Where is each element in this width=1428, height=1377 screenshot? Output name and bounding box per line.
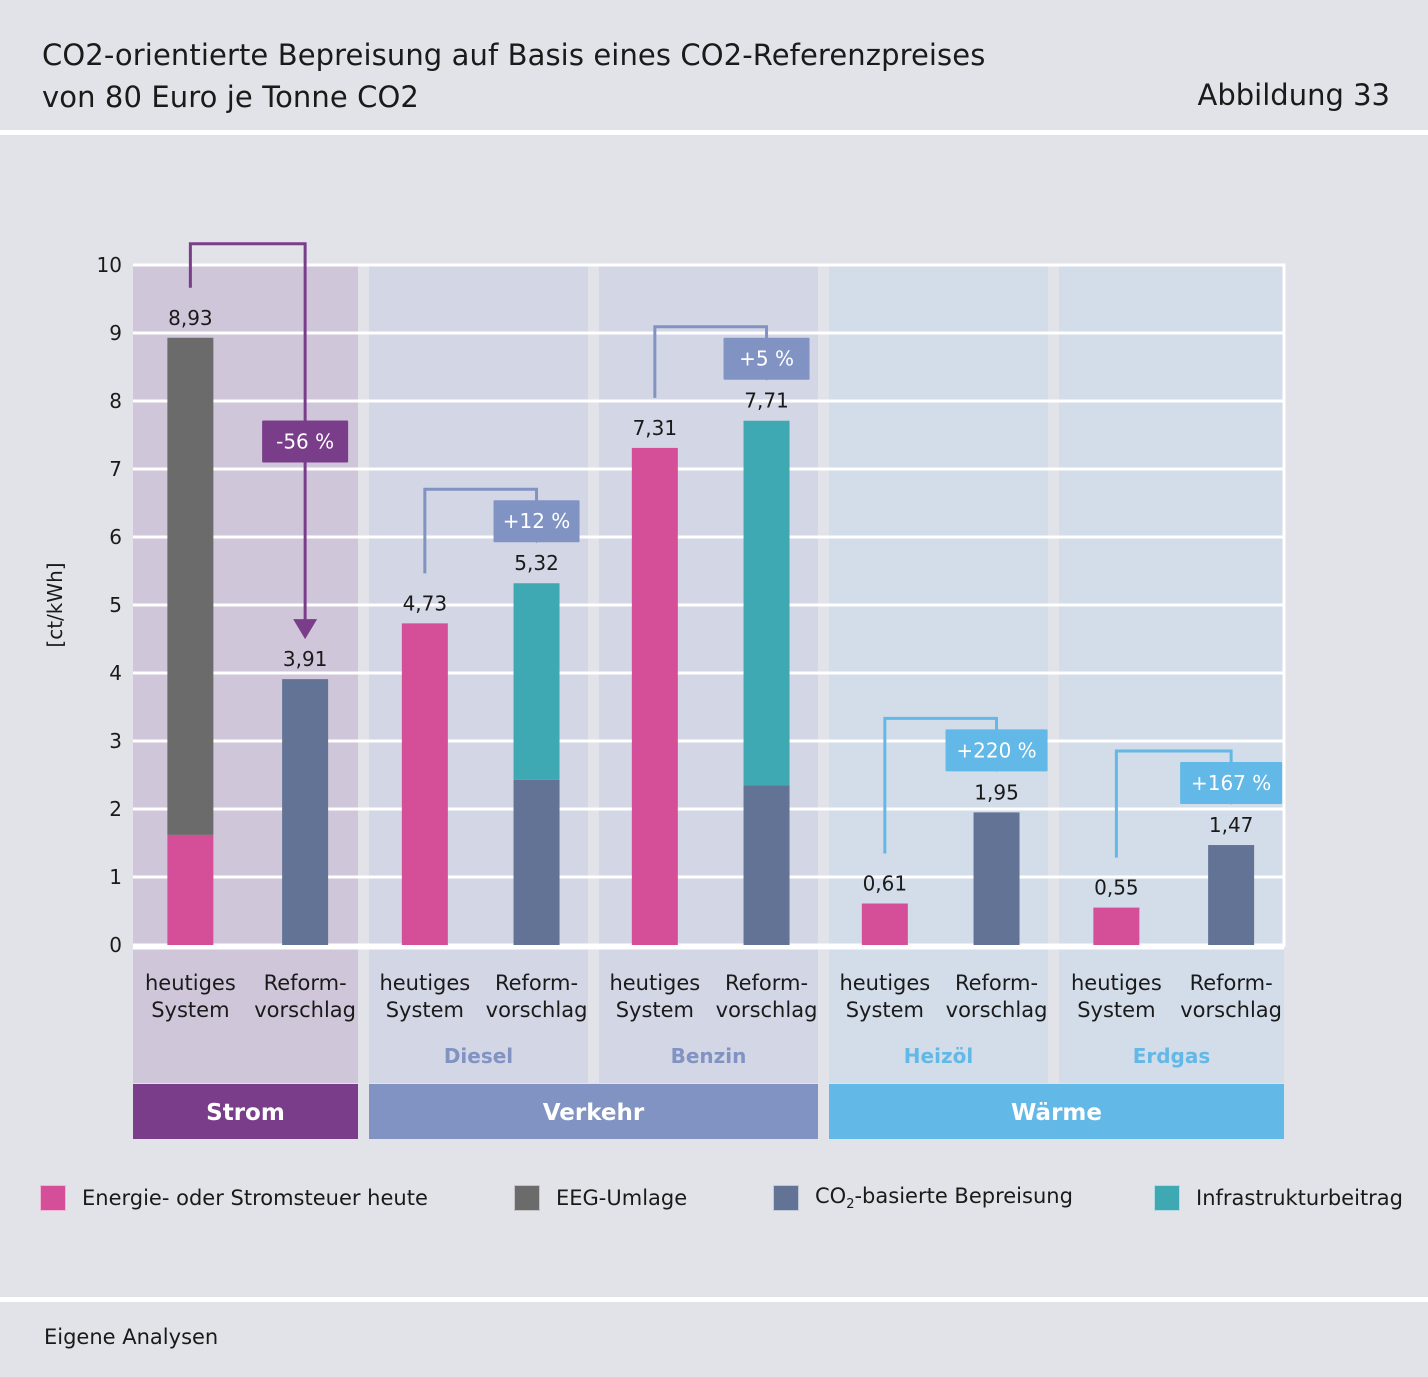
change-badge-strom — [262, 420, 349, 463]
change-badge-label-strom: -56 % — [276, 429, 334, 453]
bar-benzin-heute-energiesteuer — [631, 447, 678, 945]
change-badge-heizöl — [945, 729, 1048, 772]
bar-benzin-reform-co2 — [743, 785, 790, 945]
bar-value-label-erdgas-reform: 1,47 — [1209, 813, 1254, 837]
y-tick-label-7: 7 — [109, 457, 122, 481]
bar-erdgas-heute-energiesteuer — [1093, 907, 1140, 945]
chart-title-line-1: CO2-orientierte Bepreisung auf Basis ein… — [42, 38, 986, 72]
y-tick-label-0: 0 — [109, 933, 122, 957]
change-badge-label-erdgas: +167 % — [1191, 771, 1271, 795]
bar-strom-heute-energiesteuer — [167, 834, 214, 945]
bar-category-label-erdgas-reform-line2: vorschlag — [1180, 998, 1282, 1022]
legend-label-co2-prefix: CO — [815, 1183, 847, 1208]
legend-item-infrastruktur: Infrastrukturbeitrag — [1154, 1184, 1403, 1212]
bar-strom-heute-eeg — [167, 337, 214, 835]
bar-category-label-strom-reform-line1: Reform- — [264, 971, 347, 995]
bar-value-label-benzin-reform: 7,71 — [744, 389, 789, 413]
bar-category-label-erdgas-heute-line1: heutiges — [1071, 971, 1162, 995]
bar-value-label-strom-reform: 3,91 — [283, 647, 328, 671]
legend-label-infrastruktur: Infrastrukturbeitrag — [1196, 1186, 1404, 1210]
bar-category-label-strom-heute-line1: heutiges — [145, 971, 236, 995]
group-label-heizöl: Heizöl — [904, 1044, 973, 1068]
bar-erdgas-reform-co2 — [1208, 845, 1255, 945]
sector-bar-strom — [133, 1084, 358, 1139]
legend-swatch-infrastruktur — [1154, 1185, 1180, 1211]
legend-swatch-energiesteuer — [40, 1185, 66, 1211]
legend-item-co2: CO2-basierte Bepreisung — [773, 1184, 1073, 1212]
bar-value-label-heizöl-reform: 1,95 — [974, 780, 1019, 804]
y-tick-label-8: 8 — [109, 389, 122, 413]
chart-title-line-2: von 80 Euro je Tonne CO2 — [42, 80, 419, 114]
bar-category-label-diesel-reform-line1: Reform- — [495, 971, 578, 995]
bar-category-label-benzin-heute-line1: heutiges — [609, 971, 700, 995]
header-divider — [0, 130, 1428, 135]
bar-category-label-benzin-reform-line1: Reform- — [725, 971, 808, 995]
change-badge-label-benzin: +5 % — [739, 347, 794, 371]
legend-label-co2: CO2-basierte Bepreisung — [815, 1184, 1073, 1212]
bar-benzin-reform-infrastruktur — [743, 420, 790, 786]
y-axis-label: [ct/kWh] — [43, 562, 67, 647]
sector-bar-wärme — [829, 1084, 1284, 1139]
footer-divider — [0, 1297, 1428, 1302]
y-tick-label-3: 3 — [109, 729, 122, 753]
legend-item-eeg: EEG-Umlage — [514, 1184, 687, 1212]
bar-category-label-benzin-heute-line2: System — [616, 998, 694, 1022]
bar-category-label-diesel-heute-line2: System — [386, 998, 464, 1022]
source-note: Eigene Analysen — [44, 1325, 219, 1349]
bar-category-label-diesel-reform-line2: vorschlag — [486, 998, 588, 1022]
bar-heizöl-heute-energiesteuer — [861, 903, 908, 945]
bar-category-label-heizöl-heute-line1: heutiges — [839, 971, 930, 995]
legend-label-energiesteuer: Energie- oder Stromsteuer heute — [82, 1186, 428, 1210]
change-badge-erdgas — [1180, 762, 1283, 805]
bar-chart: 0 1 2 3 4 5 6 7 8 9 10 [ct/kWh] 8,93 heutiges System 3,… — [43, 242, 1286, 1139]
change-badge-label-diesel: +12 % — [503, 509, 571, 533]
bar-strom-reform-co2 — [282, 679, 329, 945]
bar-category-label-heizöl-reform-line1: Reform- — [955, 971, 1038, 995]
bar-category-label-diesel-heute-line1: heutiges — [379, 971, 470, 995]
y-tick-label-4: 4 — [109, 661, 122, 685]
y-tick-label-5: 5 — [109, 593, 122, 617]
change-arrowhead-strom — [293, 619, 318, 640]
y-tick-label-2: 2 — [109, 797, 122, 821]
sector-bar-verkehr — [369, 1084, 818, 1139]
bar-value-label-diesel-reform: 5,32 — [514, 551, 559, 575]
group-label-erdgas: Erdgas — [1133, 1044, 1211, 1068]
bar-category-label-strom-reform-line2: vorschlag — [254, 998, 356, 1022]
sector-label-verkehr: Verkehr — [543, 1100, 645, 1126]
change-badge-diesel — [493, 500, 580, 543]
bar-heizöl-reform-co2 — [973, 812, 1020, 945]
legend-swatch-co2 — [773, 1185, 799, 1211]
bar-value-label-erdgas-heute: 0,55 — [1094, 876, 1139, 900]
legend-swatch-eeg — [514, 1185, 540, 1211]
bar-category-label-heizöl-reform-line2: vorschlag — [946, 998, 1048, 1022]
bar-value-label-benzin-heute: 7,31 — [633, 416, 678, 440]
sector-label-strom: Strom — [206, 1100, 285, 1126]
change-badge-label-heizöl: +220 % — [956, 738, 1036, 762]
legend-label-co2-suffix: -basierte Bepreisung — [854, 1183, 1073, 1208]
bar-value-label-strom-heute: 8,93 — [168, 306, 213, 330]
bar-category-label-erdgas-reform-line1: Reform- — [1190, 971, 1273, 995]
bar-diesel-reform-infrastruktur — [513, 583, 560, 780]
bar-diesel-reform-co2 — [513, 779, 560, 945]
bar-category-label-heizöl-heute-line2: System — [846, 998, 924, 1022]
y-tick-label-1: 1 — [109, 865, 122, 889]
bar-value-label-heizöl-heute: 0,61 — [863, 872, 908, 896]
change-badge-benzin — [723, 337, 810, 380]
sector-label-wärme: Wärme — [1011, 1100, 1102, 1126]
y-tick-label-6: 6 — [109, 525, 122, 549]
legend-label-eeg: EEG-Umlage — [556, 1186, 688, 1210]
y-tick-label-10: 10 — [97, 253, 122, 277]
legend-label-co2-subscript: 2 — [846, 1197, 855, 1213]
bar-category-label-benzin-reform-line2: vorschlag — [716, 998, 818, 1022]
figure-label: Abbildung 33 — [1197, 78, 1390, 112]
group-label-diesel: Diesel — [444, 1044, 513, 1068]
bar-diesel-heute-energiesteuer — [401, 623, 448, 945]
y-tick-label-9: 9 — [109, 321, 122, 345]
group-label-benzin: Benzin — [671, 1044, 747, 1068]
legend-item-energiesteuer: Energie- oder Stromsteuer heute — [40, 1184, 428, 1212]
bar-category-label-strom-heute-line2: System — [151, 998, 229, 1022]
bar-category-label-erdgas-heute-line2: System — [1077, 998, 1155, 1022]
bar-value-label-diesel-heute: 4,73 — [403, 591, 448, 615]
